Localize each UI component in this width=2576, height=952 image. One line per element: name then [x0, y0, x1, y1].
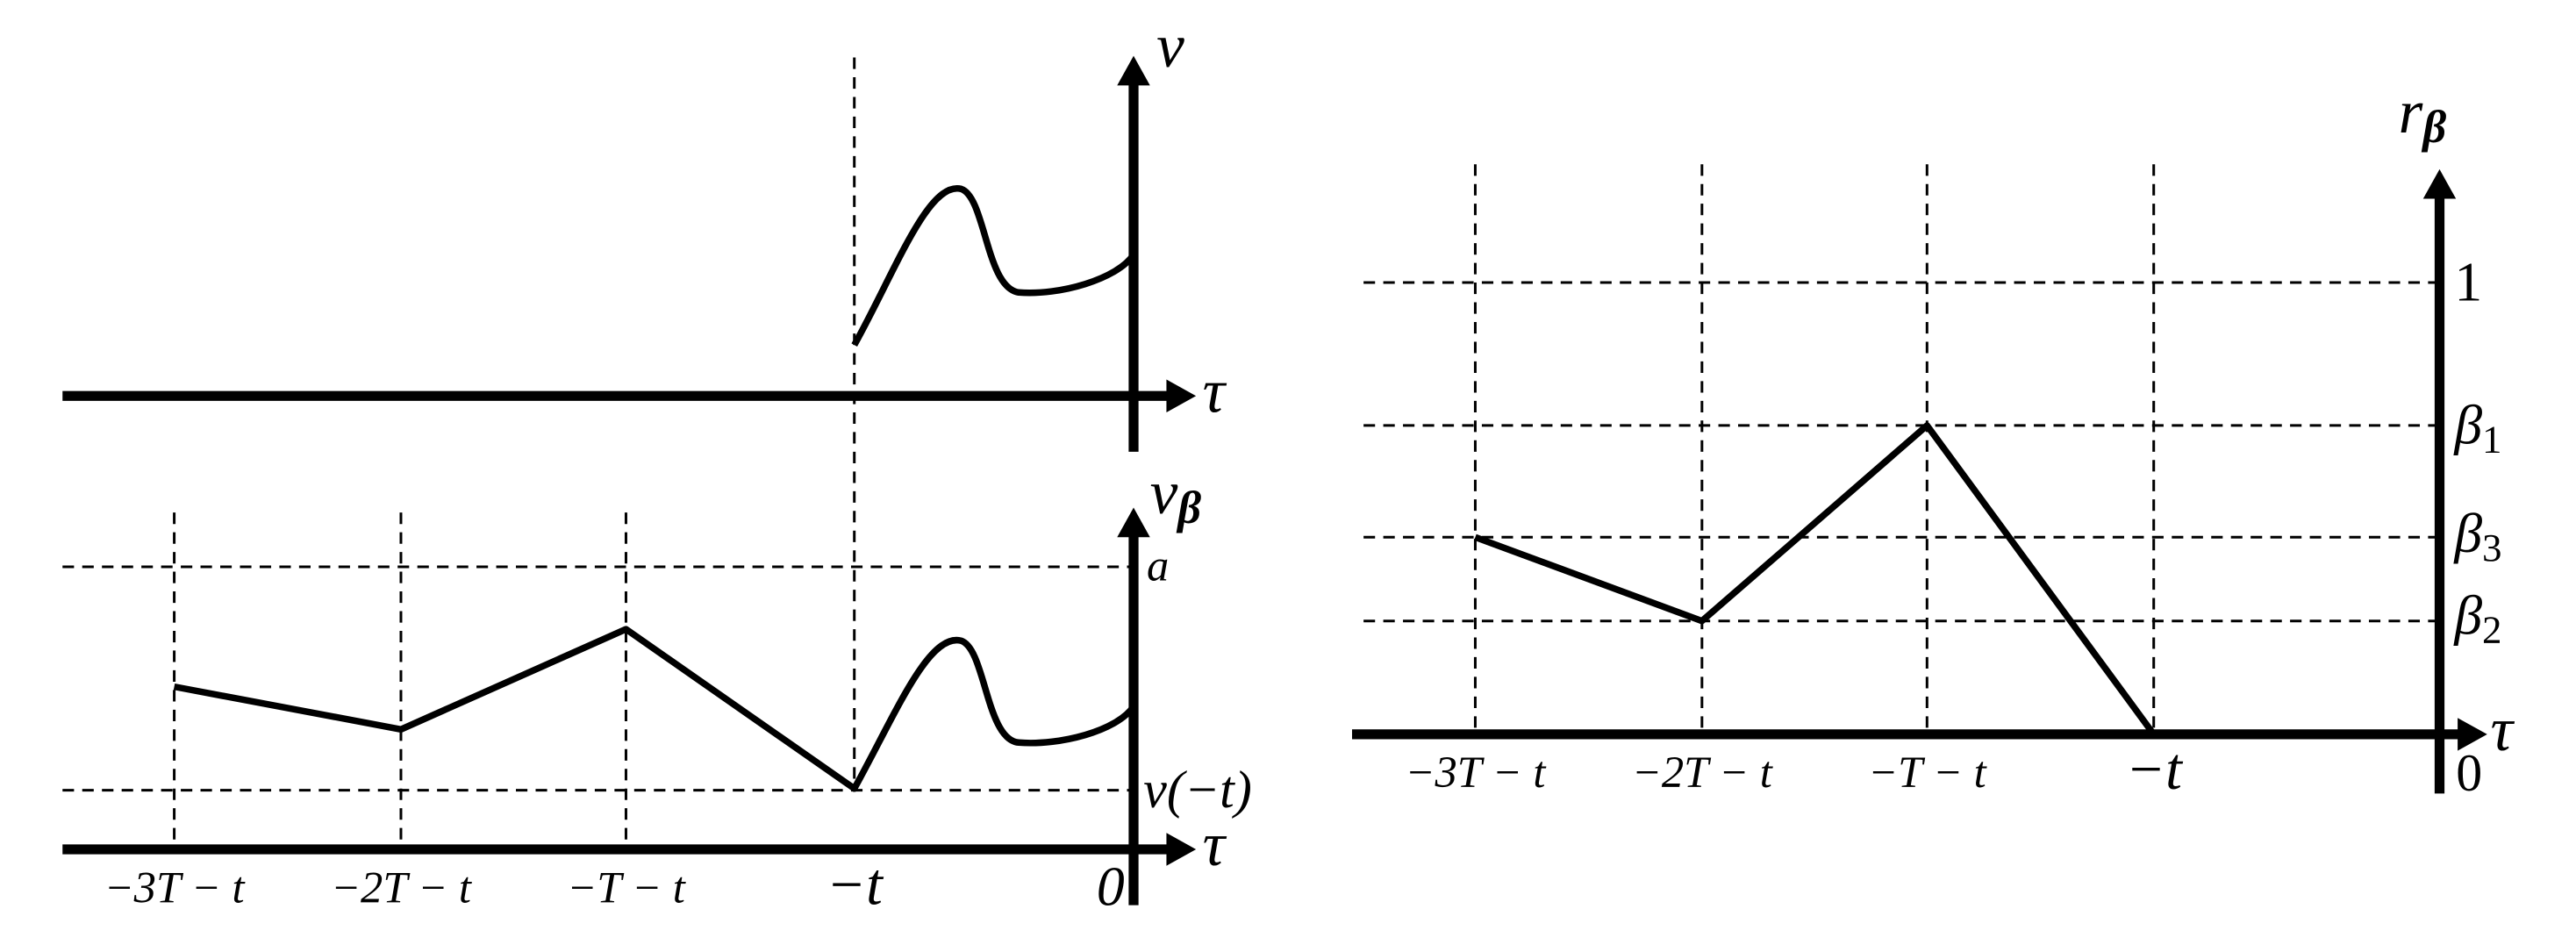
right-panel: rβ τ 1 β1 β3 β2 −3T − t −2T − t −T − t −… — [1352, 78, 2515, 802]
y-tick-label: β2 — [2452, 583, 2501, 652]
x-tick-label: −t — [2126, 736, 2184, 802]
x-label: τ — [1203, 811, 1227, 879]
x-tick-label: −T − t — [1868, 748, 1988, 797]
arrow — [1117, 55, 1150, 86]
bottom-left-panel: vβ τ a v(−t) −3T − t −2T − t −T − t −t 0 — [62, 460, 1252, 917]
x-tick-label: −2T − t — [1632, 748, 1774, 797]
x-tick-label: 0 — [1097, 855, 1125, 917]
x-tick-label: −3T − t — [104, 863, 247, 912]
x-tick-label: −2T − t — [331, 863, 473, 912]
x-tick-label: 0 — [2456, 744, 2482, 802]
curve — [851, 185, 1137, 347]
y-tick-label: 1 — [2454, 250, 2482, 312]
arrow — [2458, 718, 2487, 751]
arrow — [1166, 833, 1197, 866]
curve — [173, 626, 1137, 792]
y-tick-label: β1 — [2452, 393, 2501, 462]
x-label: τ — [1203, 357, 1227, 426]
y-tick-label: a — [1147, 540, 1169, 590]
y-label: rβ — [2399, 78, 2447, 153]
arrow — [1166, 379, 1197, 412]
y-tick-label: v(−t) — [1143, 761, 1252, 819]
x-tick-label: −3T − t — [1405, 748, 1547, 797]
arrow — [2422, 168, 2457, 199]
x-label: τ — [2491, 696, 2515, 764]
curve — [1474, 422, 2157, 737]
y-label: vβ — [1150, 460, 1202, 534]
arrow — [1117, 507, 1150, 538]
x-tick-label: −T − t — [567, 863, 687, 912]
y-tick-label: β3 — [2452, 502, 2501, 570]
top-panel: v τ — [62, 12, 1227, 792]
x-tick-label: −t — [826, 851, 884, 917]
y-label: v — [1156, 12, 1184, 81]
